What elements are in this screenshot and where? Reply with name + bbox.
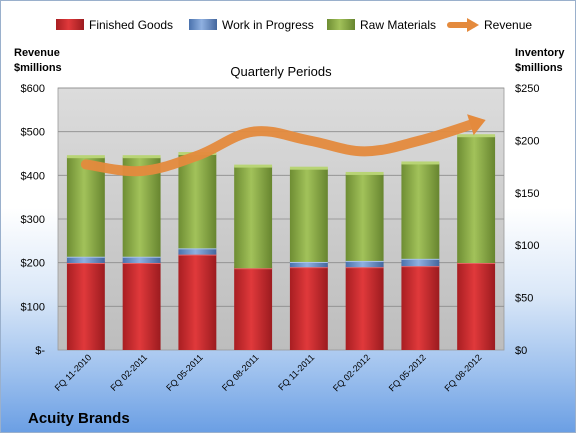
right-axis-title-line2: $millions (515, 62, 563, 74)
bar-top-raw-materials (457, 134, 496, 138)
bar-top-raw-materials (345, 171, 384, 175)
left-axis-tick-label: $600 (21, 83, 45, 95)
bar-top-raw-materials (66, 155, 105, 159)
revenue-line-arrowhead (467, 114, 486, 136)
bar-finished-goods (122, 263, 161, 350)
right-axis-tick-label: $200 (515, 135, 539, 147)
x-axis-tick-label: FQ 02-2011 (108, 352, 149, 393)
bar-raw-materials (178, 154, 217, 249)
legend-arrow-revenue (467, 18, 479, 32)
bar-finished-goods (345, 267, 384, 350)
left-axis-tick-label: $100 (21, 301, 45, 313)
legend-swatch-raw-materials (327, 19, 355, 30)
legend-label-finished-goods: Finished Goods (89, 18, 173, 32)
left-axis-tick-label: $- (35, 345, 45, 357)
x-axis-tick-label: FQ 11-2010 (53, 352, 94, 393)
left-axis-tick-label: $300 (21, 214, 45, 226)
legend-label-raw-materials: Raw Materials (360, 18, 436, 32)
revenue-line (80, 114, 486, 177)
legend: Finished Goods Work in Progress Raw Mate… (56, 18, 532, 32)
bar-finished-goods (66, 263, 105, 350)
legend-label-work-in-progress: Work in Progress (222, 18, 314, 32)
left-axis-title-line1: Revenue (14, 47, 60, 59)
right-axis-tick-label: $50 (515, 293, 533, 305)
legend-swatch-finished-goods (56, 19, 84, 30)
bar-finished-goods (457, 263, 496, 350)
right-axis-tick-label: $250 (515, 83, 539, 95)
bar-raw-materials (234, 166, 273, 269)
x-axis-tick-label: FQ 05-2012 (387, 352, 428, 393)
legend-label-revenue: Revenue (484, 18, 532, 32)
bar-raw-materials (401, 163, 440, 259)
left-axis-tick-label: $500 (21, 127, 45, 139)
left-axis-title-line2: $millions (14, 62, 62, 74)
bar-finished-goods (234, 268, 273, 350)
bar-work-in-progress (345, 260, 384, 268)
bar-work-in-progress (66, 256, 105, 264)
bar-top-raw-materials (401, 161, 440, 165)
legend-swatch-work-in-progress (189, 19, 217, 30)
bar-finished-goods (289, 267, 328, 350)
bar-top-raw-materials (122, 155, 161, 159)
bar-finished-goods (178, 254, 217, 350)
bar-work-in-progress (401, 258, 440, 267)
chart-title: Quarterly Periods (230, 64, 332, 79)
company-name: Acuity Brands (28, 410, 130, 427)
revenue-line-path (80, 117, 482, 177)
bar-work-in-progress (178, 248, 217, 255)
x-axis-tick-label: FQ 11-2011 (276, 352, 316, 392)
right-axis-tick-label: $0 (515, 345, 527, 357)
x-axis-tick-label: FQ 08-2011 (220, 352, 261, 393)
left-axis-tick-label: $200 (21, 258, 45, 270)
bar-work-in-progress (122, 256, 161, 264)
bar-top-raw-materials (234, 164, 273, 168)
bar-top-raw-materials (289, 166, 328, 170)
bar-raw-materials (457, 136, 496, 264)
x-axis-tick-label: FQ 08-2012 (443, 352, 484, 393)
bar-raw-materials (345, 173, 384, 261)
right-axis-tick-label: $150 (515, 188, 539, 200)
x-axis-tick-label: FQ 02-2012 (331, 352, 372, 393)
bar-work-in-progress (289, 261, 328, 268)
bar-finished-goods (401, 266, 440, 350)
right-axis-tick-label: $100 (515, 240, 539, 252)
bar-raw-materials (289, 168, 328, 262)
right-axis-title-line1: Inventory (515, 47, 565, 59)
left-axis-tick-label: $400 (21, 170, 45, 182)
bar-raw-materials (66, 157, 105, 257)
x-axis-tick-label: FQ 05-2011 (164, 352, 205, 393)
